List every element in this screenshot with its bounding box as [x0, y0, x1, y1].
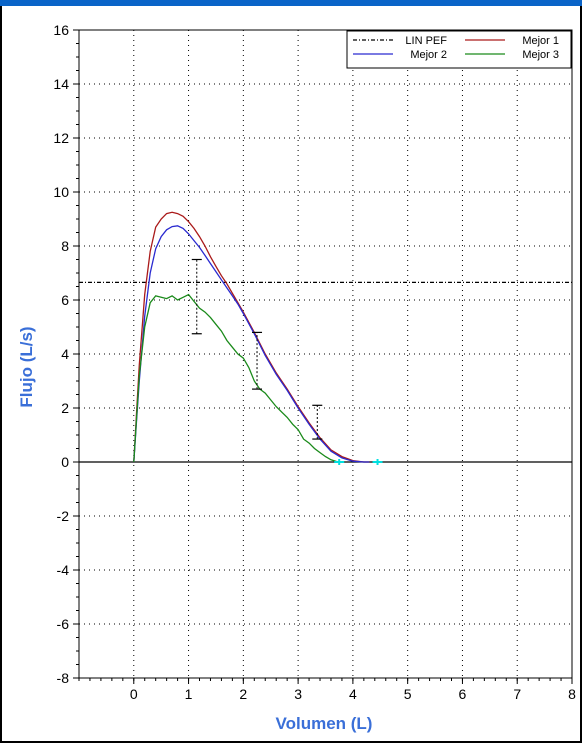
y-tick-label: 2: [61, 400, 69, 416]
y-tick-label: 0: [61, 454, 69, 470]
y-tick-label: 8: [61, 238, 69, 254]
x-tick-label: 2: [239, 686, 247, 702]
x-tick-label: 1: [185, 686, 193, 702]
y-tick-label: -8: [57, 670, 70, 686]
x-tick-label: 3: [294, 686, 302, 702]
x-tick-label: 6: [459, 686, 467, 702]
x-tick-label: 8: [568, 686, 576, 702]
legend-label: LIN PEF: [405, 35, 447, 47]
series-line-mejor-1: [133, 211, 370, 463]
y-axis-title: Flujo (L/s): [17, 326, 36, 407]
legend-box: [346, 30, 572, 69]
plot-frame: [78, 29, 573, 679]
axes: [73, 29, 573, 684]
y-tick-label: 10: [53, 184, 69, 200]
y-tick-label: 6: [61, 292, 69, 308]
x-tick-label: 0: [130, 686, 138, 702]
legend-label: Mejor 1: [522, 35, 559, 47]
window-title-bar: [0, 0, 582, 6]
series-line-mejor-2: [133, 225, 370, 463]
y-tick-label: 16: [53, 22, 69, 38]
y-tick-label: 14: [53, 76, 69, 92]
x-tick-label: 5: [404, 686, 412, 702]
legend-label: Mejor 2: [410, 49, 447, 61]
legend-label: Mejor 3: [522, 49, 559, 61]
x-tick-label: 4: [349, 686, 357, 702]
grid: [79, 30, 572, 678]
x-axis-title: Volumen (L): [276, 714, 373, 733]
y-tick-label: 4: [61, 346, 69, 362]
error-bars: [191, 258, 323, 440]
y-tick-label: -2: [57, 508, 70, 524]
y-tick-label: -6: [57, 616, 70, 632]
chart-panel: -8 -6 -4 -2 0 2 4 6 8 10 12 14 16 0 1 2 3 4 5 6 7 8 Volumen (…: [2, 6, 580, 741]
legend: LIN PEF Mejor 1 Mejor 2 Mejor 3: [346, 30, 572, 69]
y-tick-label: -4: [57, 562, 70, 578]
series-lines: [79, 211, 572, 465]
y-tick-label: 12: [53, 130, 69, 146]
series-line-mejor-3: [133, 293, 342, 463]
x-tick-label: 7: [513, 686, 521, 702]
